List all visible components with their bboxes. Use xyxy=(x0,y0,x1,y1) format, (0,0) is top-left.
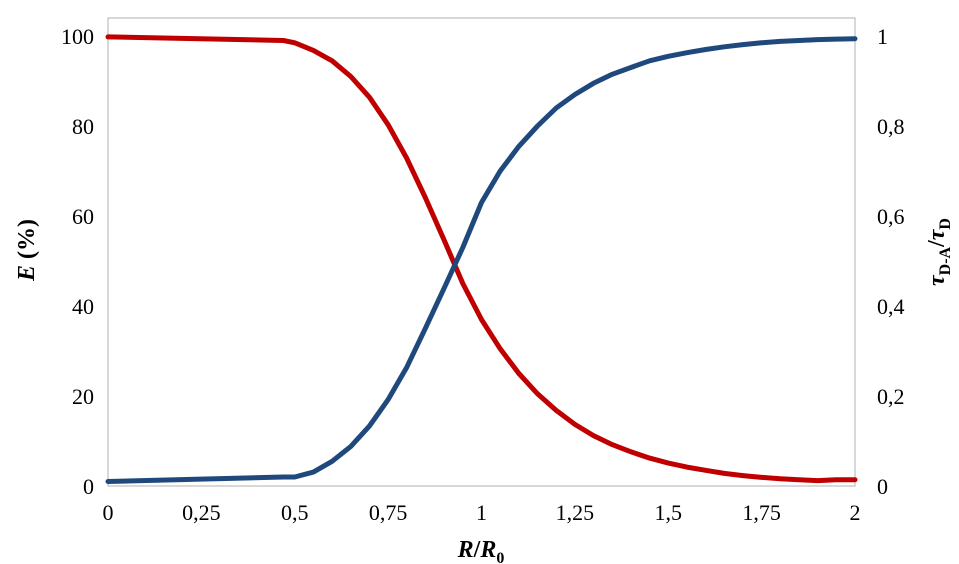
y-right-tick-label: 0,8 xyxy=(877,114,905,139)
x-axis-ticks: 0 0,25 0,5 0,75 1 1,25 1,5 1,75 2 xyxy=(103,500,861,525)
y-right-tick-label: 0,2 xyxy=(877,384,905,409)
x-tick-label: 1 xyxy=(476,500,487,525)
y-right-axis-title: τD-A/τD xyxy=(924,218,954,286)
y-left-tick-label: 0 xyxy=(83,474,94,499)
plot-area xyxy=(107,17,856,487)
y-left-axis-ticks: 0 20 40 60 80 100 xyxy=(61,24,94,499)
series-group xyxy=(105,34,858,484)
series-line-2 xyxy=(105,36,858,484)
x-tick-label: 1,75 xyxy=(742,500,781,525)
y-left-tick-label: 20 xyxy=(72,384,94,409)
x-tick-label: 0,75 xyxy=(369,500,408,525)
y-left-axis-title: E (%) xyxy=(14,219,40,282)
x-tick-label: 1,5 xyxy=(655,500,683,525)
series-line-1 xyxy=(105,34,858,484)
y-right-tick-label: 0,6 xyxy=(877,204,905,229)
y-left-tick-label: 80 xyxy=(72,114,94,139)
y-left-tick-label: 40 xyxy=(72,294,94,319)
y-right-tick-label: 1 xyxy=(877,24,888,49)
y-right-tick-label: 0 xyxy=(877,474,888,499)
x-tick-label: 0,5 xyxy=(281,500,309,525)
x-axis-title: R/R0 xyxy=(457,537,505,564)
y-left-tick-label: 60 xyxy=(72,204,94,229)
x-tick-label: 0 xyxy=(103,500,114,525)
y-left-tick-label: 100 xyxy=(61,24,94,49)
x-tick-label: 0,25 xyxy=(182,500,221,525)
y-right-axis-ticks: 0 0,2 0,4 0,6 0,8 1 xyxy=(877,24,905,499)
x-tick-label: 1,25 xyxy=(556,500,595,525)
x-tick-label: 2 xyxy=(850,500,861,525)
y-right-tick-label: 0,4 xyxy=(877,294,905,319)
